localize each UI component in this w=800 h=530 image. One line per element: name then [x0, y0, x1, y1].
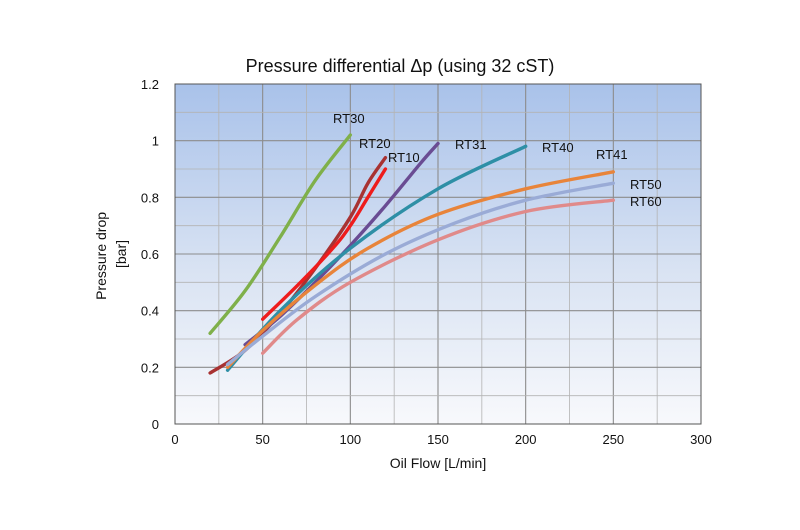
x-tick-label: 50	[255, 432, 269, 447]
series-lines	[208, 133, 615, 375]
series-label-rt60: RT60	[630, 194, 662, 209]
y-axis-ticks: 0 0.2 0.4 0.6 0.8 1 1.2	[141, 77, 159, 432]
series-label-rt31: RT31	[455, 137, 487, 152]
x-tick-label: 300	[690, 432, 712, 447]
y-tick-label: 0	[152, 417, 159, 432]
x-axis-title: Oil Flow [L/min]	[390, 455, 486, 471]
x-tick-label: 0	[171, 432, 178, 447]
plot-border	[174, 83, 702, 425]
y-tick-label: 0.8	[141, 190, 159, 205]
y-tick-label: 0.6	[141, 247, 159, 262]
series-label-rt41: RT41	[596, 147, 628, 162]
series-line-rt50	[225, 181, 615, 367]
series-label-rt10: RT10	[388, 150, 420, 165]
series-line-rt30	[208, 133, 352, 335]
grid-lines	[175, 84, 701, 424]
y-tick-label: 0.4	[141, 304, 159, 319]
x-axis-ticks: 0 50 100 150 200 250 300	[171, 432, 711, 447]
series-label-rt40: RT40	[542, 140, 574, 155]
x-tick-label: 100	[339, 432, 361, 447]
series-line-rt10	[261, 167, 388, 321]
x-tick-label: 250	[602, 432, 624, 447]
y-tick-label: 0.2	[141, 360, 159, 375]
series-label-rt30: RT30	[333, 111, 365, 126]
y-axis-title: Pressure drop [bar]	[93, 208, 129, 300]
series-line-rt60	[261, 198, 615, 355]
y-axis-title-line-1: Pressure drop	[93, 212, 109, 300]
series-label-rt20: RT20	[359, 136, 391, 151]
series-label-rt50: RT50	[630, 177, 662, 192]
y-tick-label: 1	[152, 134, 159, 149]
x-tick-label: 200	[515, 432, 537, 447]
y-tick-label: 1.2	[141, 77, 159, 92]
series-line-rt41	[225, 170, 615, 369]
chart-title: Pressure differential Δp (using 32 cST)	[246, 56, 555, 76]
x-tick-label: 150	[427, 432, 449, 447]
y-axis-title-line-2: [bar]	[113, 240, 129, 268]
